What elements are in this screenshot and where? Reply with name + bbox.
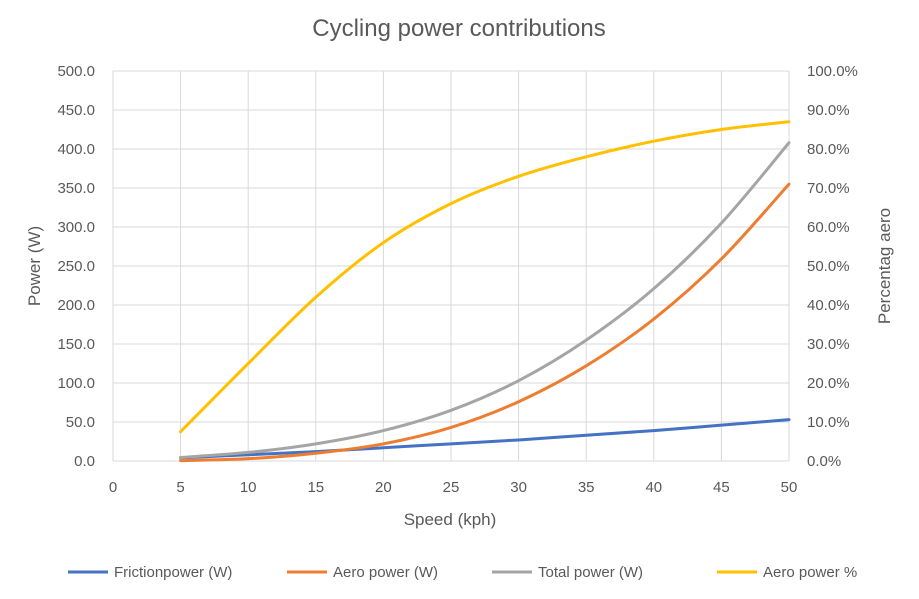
chart-title: Cycling power contributions — [312, 15, 605, 42]
y-tick-label: 400.0 — [57, 141, 95, 158]
x-tick-label: 20 — [375, 479, 392, 496]
x-tick-label: 50 — [781, 479, 798, 496]
tick-labels: 0.050.0100.0150.0200.0250.0300.0350.0400… — [57, 63, 857, 496]
legend-label-total-power-w: Total power (W) — [538, 564, 643, 581]
y-tick-label: 100.0 — [57, 375, 95, 392]
y-tick-label: 300.0 — [57, 219, 95, 236]
y2-tick-label: 100.0% — [807, 63, 858, 80]
y2-tick-label: 60.0% — [807, 219, 850, 236]
y-tick-label: 200.0 — [57, 297, 95, 314]
x-tick-label: 25 — [443, 479, 460, 496]
x-tick-label: 5 — [176, 479, 184, 496]
legend-label-aero-power-w: Aero power (W) — [333, 564, 438, 581]
y-tick-label: 450.0 — [57, 102, 95, 119]
legend-label-frictionpower-w: Frictionpower (W) — [114, 564, 232, 581]
series-lines — [179, 120, 791, 463]
series-line-aero-power — [179, 120, 791, 434]
y2-tick-label: 40.0% — [807, 297, 850, 314]
y-tick-label: 500.0 — [57, 63, 95, 80]
x-axis-title: Speed (kph) — [404, 510, 497, 529]
y-tick-label: 250.0 — [57, 258, 95, 275]
y-tick-label: 0.0 — [74, 453, 95, 470]
x-tick-label: 10 — [240, 479, 257, 496]
y2-tick-label: 30.0% — [807, 336, 850, 353]
y2-tick-label: 20.0% — [807, 375, 850, 392]
x-tick-label: 35 — [578, 479, 595, 496]
y2-tick-label: 70.0% — [807, 180, 850, 197]
y2-tick-label: 0.0% — [807, 453, 841, 470]
x-tick-label: 45 — [713, 479, 730, 496]
series-line-total-power-w — [179, 141, 791, 459]
y-tick-label: 350.0 — [57, 180, 95, 197]
y-axis-title: Power (W) — [25, 226, 44, 306]
y2-tick-label: 90.0% — [807, 102, 850, 119]
series-line-aero-power-w — [179, 182, 791, 463]
y2-tick-label: 80.0% — [807, 141, 850, 158]
x-tick-label: 40 — [645, 479, 662, 496]
grid — [112, 70, 790, 462]
x-tick-label: 30 — [510, 479, 527, 496]
x-tick-label: 0 — [109, 479, 117, 496]
legend: Frictionpower (W) Aero power (W) Total pow… — [68, 564, 857, 581]
legend-label-aero-power: Aero power % — [763, 564, 857, 581]
y2-axis-title: Percentag aero — [875, 208, 894, 324]
y-tick-label: 150.0 — [57, 336, 95, 353]
series-line-frictionpower-w — [179, 418, 791, 460]
y-tick-label: 50.0 — [66, 414, 95, 431]
y2-tick-label: 10.0% — [807, 414, 850, 431]
x-tick-label: 15 — [307, 479, 324, 496]
y2-tick-label: 50.0% — [807, 258, 850, 275]
